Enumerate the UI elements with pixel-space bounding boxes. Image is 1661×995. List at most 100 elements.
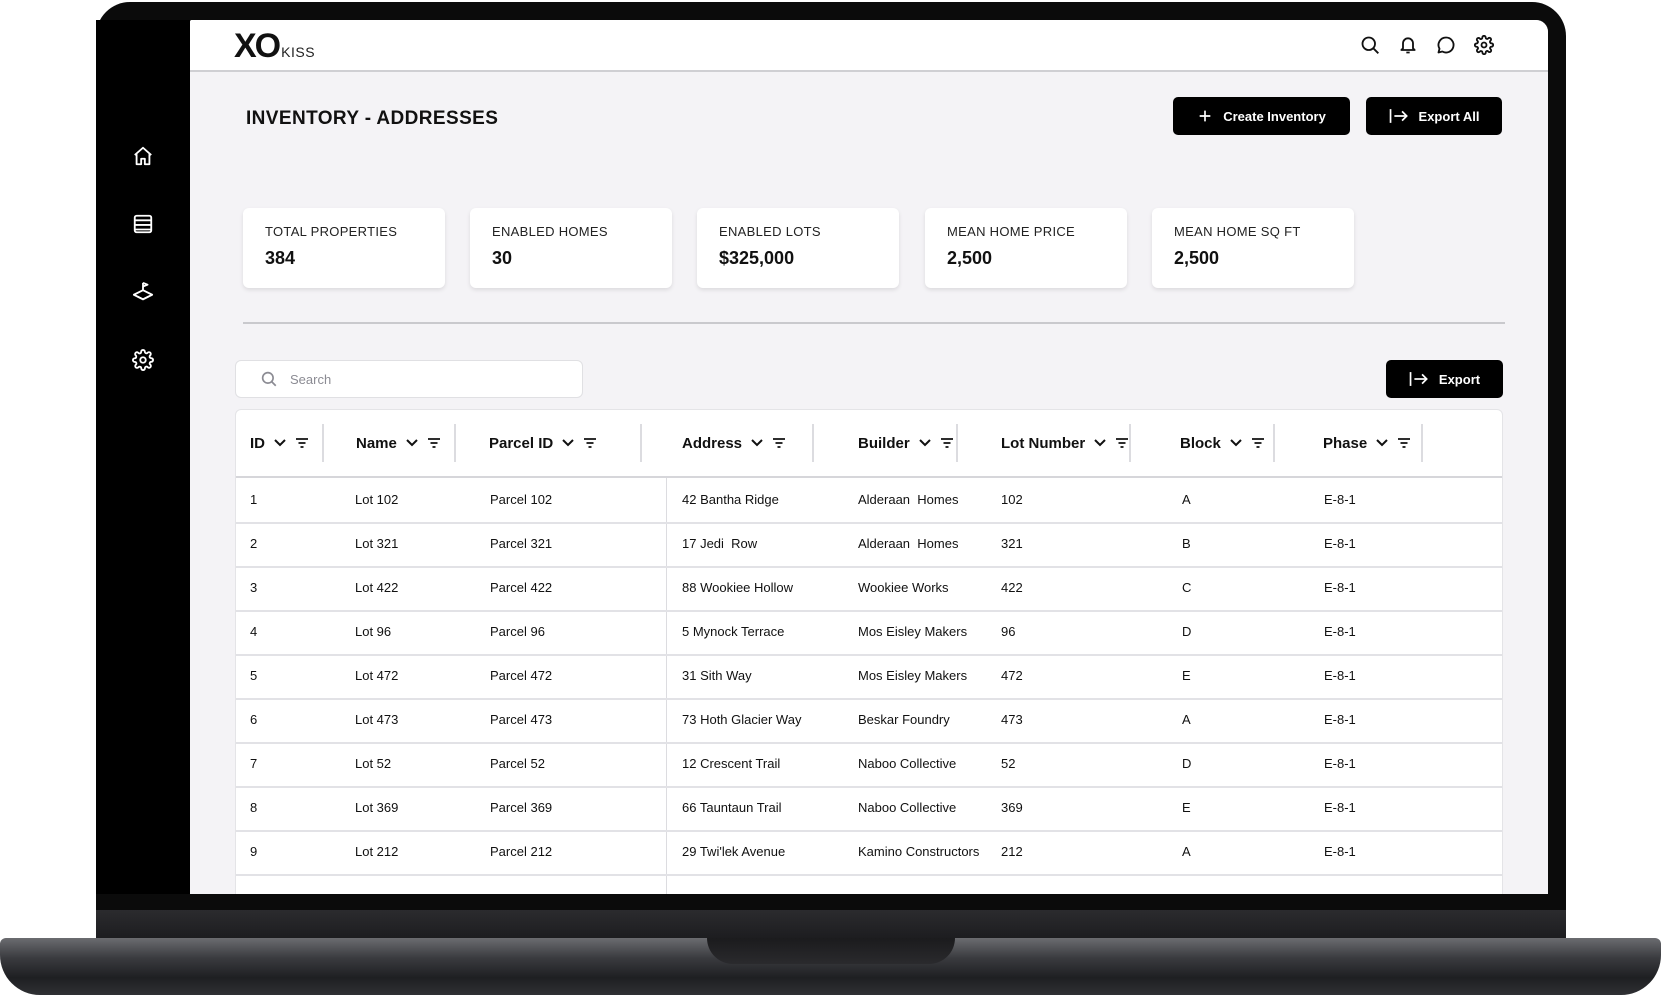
chevron-down-icon[interactable] [561,438,575,448]
chevron-down-icon[interactable] [405,438,419,448]
cell-block: D [1182,756,1192,771]
cell-builder: Alderaan Homes [858,492,959,507]
column-header-label: Address [682,434,743,452]
column-header-block[interactable]: Block [1180,425,1265,461]
chevron-down-icon[interactable] [1229,438,1243,448]
column-separator[interactable] [1129,424,1131,462]
kpi-value: 2,500 [1174,248,1220,268]
filter-icon[interactable] [583,437,597,449]
column-header-builder[interactable]: Builder [858,425,954,461]
cell-id: 7 [250,756,258,771]
logo[interactable]: XO KISS [234,29,316,63]
cell-lot-number: 473 [1001,712,1023,727]
home-icon[interactable] [129,142,157,170]
filter-icon[interactable] [427,437,441,449]
column-header-lot-number[interactable]: Lot Number [1001,425,1129,461]
search-box[interactable] [235,360,583,398]
cell-phase: E-8-1 [1324,492,1356,507]
cell-lot-number: 212 [1001,844,1023,859]
cell-block: B [1182,536,1191,551]
column-header-name[interactable]: Name [356,425,441,461]
column-separator[interactable] [956,424,958,462]
filter-icon[interactable] [1397,437,1411,449]
kpi-value: 2,500 [947,248,993,268]
column-header-id[interactable]: ID [250,425,309,461]
cell-id: 8 [250,800,258,815]
kpi-label: MEAN HOME PRICE [947,224,1076,239]
cell-id: 6 [250,712,258,727]
cell-id: 4 [250,624,258,639]
filter-icon[interactable] [1251,437,1265,449]
search-input[interactable] [290,371,570,387]
table-row[interactable]: 2 Lot 321 Parcel 321 17 Jedi Row Alderaan Ho… [236,522,1502,568]
table-row[interactable]: 7 Lot 52 Parcel 52 12 Crescent Trail Naboo C… [236,742,1502,788]
cell-name: Lot 422 [355,580,399,595]
table-row[interactable]: 8 Lot 369 Parcel 369 66 Tauntaun Trail Naboo… [236,786,1502,832]
column-separator[interactable] [322,424,324,462]
cell-builder: Mos Eisley Makers [858,668,968,683]
cell-phase: E-8-1 [1324,536,1356,551]
column-header-parcel-id[interactable]: Parcel ID [489,425,597,461]
cell-block: A [1182,844,1191,859]
chevron-down-icon[interactable] [1093,438,1107,448]
cell-builder: Mos Eisley Makers [858,624,968,639]
column-header-label: Phase [1323,434,1368,452]
cell-parcel-id: Parcel 473 [490,712,553,727]
logo-sub: KISS [281,44,316,60]
cell-name: Lot 212 [355,844,399,859]
table-row[interactable]: 4 Lot 96 Parcel 96 5 Mynock Terrace Mos Eisl… [236,610,1502,656]
cell-address: 66 Tauntaun Trail [682,800,782,815]
column-separator[interactable] [640,424,642,462]
filter-icon[interactable] [1115,437,1129,449]
column-separator[interactable] [454,424,456,462]
column-separator[interactable] [1273,424,1275,462]
list-icon[interactable] [129,210,157,238]
cell-builder: Kamino Constructors [858,844,980,859]
cell-block: A [1182,492,1191,507]
cell-block: D [1182,624,1192,639]
column-separator[interactable] [1421,424,1423,462]
cell-parcel-id: Parcel 472 [490,668,553,683]
cell-address: 12 Crescent Trail [682,756,781,771]
cell-address: 29 Twi'lek Avenue [682,844,786,859]
chevron-down-icon[interactable] [1375,438,1389,448]
search-icon[interactable] [1360,34,1380,56]
cell-parcel-id: Parcel 102 [490,492,553,507]
column-header-address[interactable]: Address [682,425,786,461]
table-row[interactable]: 5 Lot 472 Parcel 472 31 Sith Way Mos Eisley … [236,654,1502,700]
filter-icon[interactable] [772,437,786,449]
export-icon [1409,372,1428,386]
table-row[interactable]: 6 Lot 473 Parcel 473 73 Hoth Glacier Way Bes… [236,698,1502,744]
cell-lot-number: 96 [1001,624,1016,639]
laptop-notch [707,938,955,964]
bell-icon[interactable] [1398,34,1418,56]
cell-phase: E-8-1 [1324,712,1356,727]
cell-block: E [1182,668,1191,683]
chat-icon[interactable] [1436,34,1456,56]
create-inventory-label: Create Inventory [1223,108,1326,124]
table-row[interactable]: 9 Lot 212 Parcel 212 29 Twi'lek Avenue Kamin… [236,830,1502,876]
cell-lot-number: 102 [1001,492,1023,507]
create-inventory-button[interactable]: Create Inventory [1173,97,1350,135]
filter-icon[interactable] [940,437,954,449]
cell-name: Lot 369 [355,800,399,815]
kpi-label: MEAN HOME SQ FT [1174,224,1301,239]
gear-icon[interactable] [1474,34,1494,56]
chevron-down-icon[interactable] [750,438,764,448]
filter-icon[interactable] [295,437,309,449]
column-header-label: Lot Number [1001,434,1086,452]
chevron-down-icon[interactable] [273,438,287,448]
settings-gear-icon[interactable] [129,346,157,374]
export-button[interactable]: Export [1386,360,1503,398]
kpi-label: ENABLED LOTS [719,224,821,239]
cell-address: 5 Mynock Terrace [682,624,785,639]
column-header-phase[interactable]: Phase [1323,425,1411,461]
chevron-down-icon[interactable] [918,438,932,448]
map-pin-layers-icon[interactable] [129,278,157,306]
column-header-label: Block [1180,434,1221,452]
table-row[interactable]: 1 Lot 102 Parcel 102 42 Bantha Ridge Alderaa… [236,478,1502,524]
export-all-button[interactable]: Export All [1366,97,1502,135]
table-row[interactable]: 3 Lot 422 Parcel 422 88 Wookiee Hollow Wooki… [236,566,1502,612]
column-separator[interactable] [812,424,814,462]
cell-block: A [1182,712,1191,727]
